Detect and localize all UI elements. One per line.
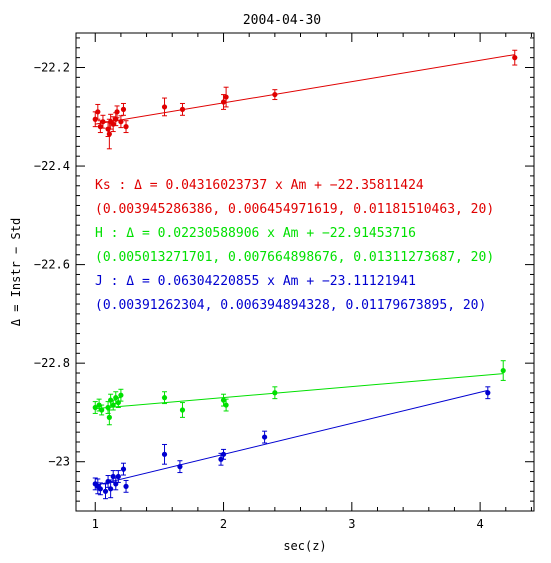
data-point (500, 367, 506, 374)
data-point (123, 483, 129, 489)
data-point (220, 451, 227, 457)
data-point (123, 124, 129, 130)
y-tick-label: −22.2 (34, 60, 70, 74)
fit-line-ks (95, 54, 515, 125)
data-point (120, 466, 127, 472)
data-point (118, 119, 124, 125)
series-ks (92, 49, 518, 150)
data-point (96, 402, 102, 408)
data-point (120, 106, 127, 112)
y-tick-label: −22.8 (34, 356, 70, 370)
data-point (108, 397, 114, 403)
fit-line-j (95, 389, 488, 486)
data-point (118, 392, 124, 398)
axis-ticks (76, 33, 534, 512)
annotation-j-eq: J : Δ = 0.06304220855 x Am + −23.1112194… (95, 274, 416, 289)
x-axis-label: sec(z) (283, 539, 326, 553)
annotation-h-eq: H : Δ = 0.02230588906 x Am + −22.9145371… (95, 226, 416, 241)
data-point (220, 99, 227, 105)
annotation-ks-eq: Ks : Δ = 0.04316023737 x Am + −22.358114… (95, 178, 424, 193)
plot-frame (75, 32, 535, 512)
chart-title: 2004-04-30 (243, 13, 321, 28)
data-point (512, 55, 518, 61)
fit-annotations: Ks : Δ = 0.04316023737 x Am + −22.358114… (95, 178, 494, 313)
y-tick-label: −23 (48, 455, 70, 469)
x-tick-label: 3 (348, 517, 355, 531)
axis-tick-labels: 1 2 3 4 −23 −22.8 −22.6 −22.4 −22.2 (34, 60, 484, 531)
y-axis-label: Δ = Instr − Std (9, 218, 23, 326)
series-h (92, 360, 506, 426)
data-point (99, 407, 105, 413)
annotation-ks-err: (0.003945286386, 0.006454971619, 0.01181… (95, 202, 494, 217)
data-point (114, 109, 120, 115)
annotation-h-err: (0.005013271701, 0.007664898676, 0.01311… (95, 250, 494, 265)
x-tick-label: 1 (92, 517, 99, 531)
data-point (272, 91, 278, 98)
data-point (92, 116, 98, 122)
annotation-j-err: (0.00391262304, 0.006394894328, 0.011796… (95, 298, 486, 313)
x-tick-label: 2 (220, 517, 227, 531)
y-tick-label: −22.4 (34, 159, 70, 173)
data-point (115, 473, 121, 480)
series-j (92, 386, 491, 500)
data-point (161, 451, 168, 457)
data-point (485, 390, 491, 396)
data-point (220, 397, 227, 403)
data-point (218, 456, 224, 462)
data-point (161, 104, 168, 110)
data-point (92, 404, 98, 411)
data-point (102, 488, 109, 494)
data-point (161, 395, 168, 401)
data-points (92, 49, 518, 500)
data-point (106, 131, 112, 137)
data-point (223, 402, 229, 408)
data-point (113, 395, 119, 401)
data-point (106, 414, 112, 420)
data-point (179, 407, 186, 413)
data-point (108, 486, 114, 492)
data-point (223, 94, 229, 100)
fit-line-h (95, 373, 504, 410)
y-tick-label: −22.6 (34, 258, 70, 272)
data-point (179, 106, 186, 112)
data-point (177, 464, 183, 470)
data-point (272, 390, 278, 396)
x-tick-label: 4 (477, 517, 484, 531)
fit-lines (95, 54, 515, 486)
data-point (261, 434, 268, 440)
data-point (100, 119, 106, 125)
data-point (95, 109, 101, 115)
data-point (97, 486, 103, 492)
